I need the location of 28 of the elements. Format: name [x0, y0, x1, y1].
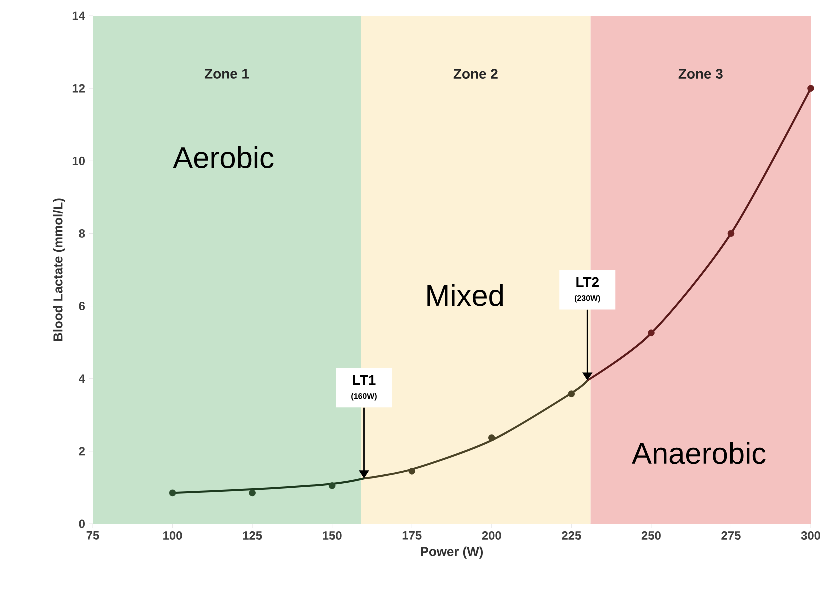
x-tick-label: 250: [642, 532, 661, 540]
x-tick-label: 125: [243, 532, 262, 540]
y-tick-label: 8: [79, 229, 86, 238]
annotation: LT2: [576, 277, 599, 288]
y-tick-label: 0: [79, 520, 85, 528]
x-tick-label: 100: [164, 532, 182, 540]
x-tick-label: 200: [482, 532, 502, 540]
y-axis-title: Blood Lactate (mmol/L): [53, 198, 66, 342]
y-tick-label: 14: [72, 12, 86, 20]
x-tick-label: 225: [562, 532, 582, 540]
x-tick-label: 175: [402, 532, 422, 540]
annotation: Anaerobic: [632, 442, 766, 464]
annotation: Mixed: [428, 284, 504, 306]
x-tick-label: 300: [801, 532, 820, 540]
band-label: Zone 1: [204, 69, 250, 79]
annotation: Aerobic: [173, 146, 274, 168]
x-axis-title: Power (W): [421, 546, 484, 559]
y-tick-label: 2: [79, 447, 86, 456]
x-tick-label: 75: [86, 532, 100, 540]
annotation: LT1: [353, 376, 376, 386]
band-label: Zone 2: [454, 69, 498, 79]
y-tick-label: 6: [79, 302, 86, 311]
band-label: Zone 3: [678, 69, 723, 79]
y-tick-label: 10: [72, 156, 85, 166]
x-tick-label: 150: [323, 532, 342, 540]
x-tick-label: 275: [722, 532, 741, 540]
y-tick-label: 4: [79, 374, 86, 383]
y-tick-label: 12: [72, 84, 86, 93]
